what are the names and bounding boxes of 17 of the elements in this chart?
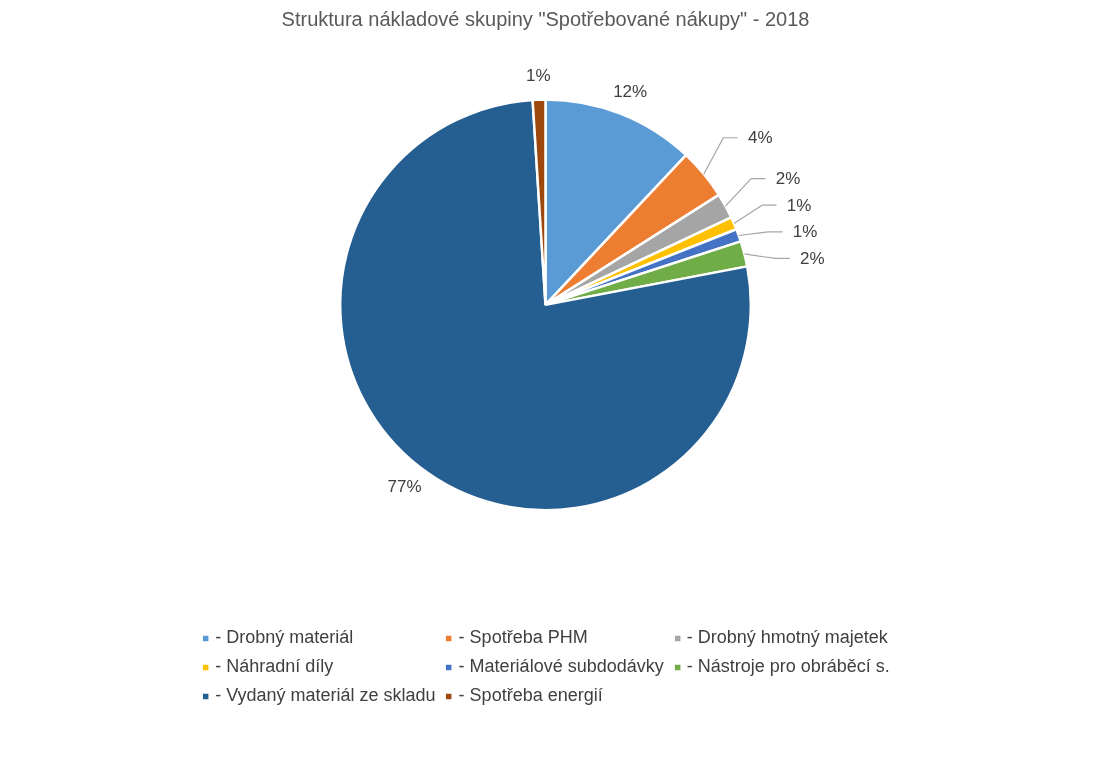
data-label: 12% <box>613 82 648 102</box>
data-label: 1% <box>525 66 551 86</box>
data-label: 77% <box>387 476 422 496</box>
legend-label: - Spotřeba PHM <box>458 627 589 648</box>
data-label: 2% <box>775 169 801 189</box>
data-label: 1% <box>792 222 818 242</box>
data-label: 1% <box>786 195 812 215</box>
legend-label: - Nástroje pro obráběcí s. <box>686 656 890 677</box>
data-label: 2% <box>800 248 825 268</box>
legend-label: - Drobný hmotný majetek <box>686 627 888 648</box>
legend-label: - Spotřeba energií <box>458 685 604 706</box>
legend-label: - Materiálové subdodávky <box>458 656 664 677</box>
legend-label: - Vydaný materiál ze skladu <box>215 685 436 706</box>
legend-label: - Náhradní díly <box>215 656 335 677</box>
chart-title: Struktura nákladové skupiny "Spotřebované nákupy" - 2018 <box>281 7 810 30</box>
data-label: 4% <box>748 128 773 148</box>
legend-label: - Drobný materiál <box>215 627 355 648</box>
